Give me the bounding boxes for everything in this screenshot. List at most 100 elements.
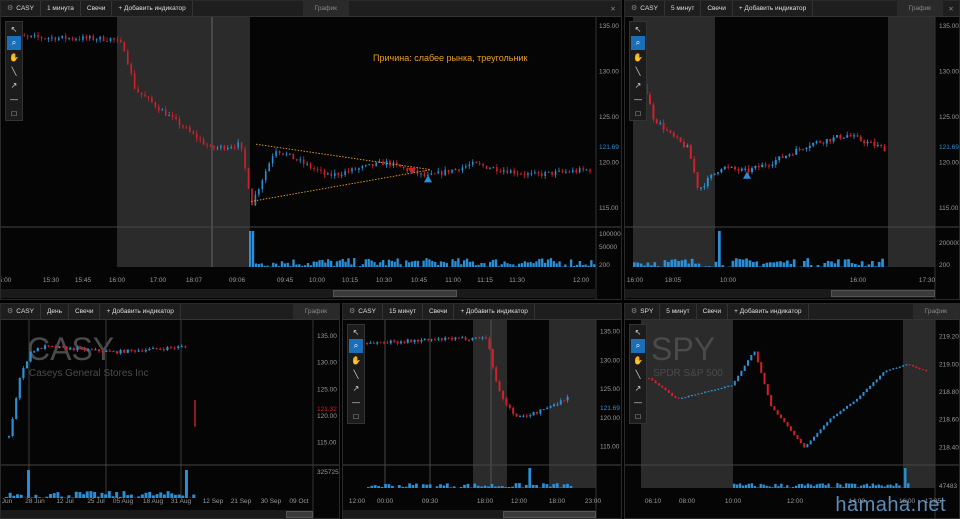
scrollbar[interactable] (625, 289, 935, 298)
candle-body (36, 348, 39, 352)
zoom-icon[interactable]: ⌕ (631, 339, 645, 353)
chart-panel-casy-day[interactable]: ⚙ CASY День Свечи + Добавить индикатор Гр… (0, 303, 340, 519)
line-icon[interactable]: ╲ (635, 369, 641, 379)
interval-selector[interactable]: 5 минут (660, 304, 697, 319)
scrollbar[interactable] (1, 289, 596, 298)
interval-selector[interactable]: 1 минута (41, 1, 81, 16)
chart-type-selector[interactable]: Свечи (701, 1, 733, 16)
chart-tab[interactable]: График (912, 304, 959, 319)
gear-icon[interactable]: ⚙ (7, 308, 14, 315)
pointer-icon[interactable]: ↖ (634, 24, 642, 34)
add-indicator-button[interactable]: + Добавить индикатор (454, 304, 535, 319)
volume-bar (384, 265, 388, 267)
x-axis-tick-label: 12:00 (787, 498, 804, 505)
chart-panel-spy-5min[interactable]: ⚙ SPY 5 минут Свечи + Добавить индикатор … (624, 303, 960, 519)
rect-icon[interactable]: □ (11, 108, 17, 118)
chart-type-selector[interactable]: Свечи (423, 304, 455, 319)
arrow-icon[interactable]: ↗ (634, 383, 642, 393)
add-indicator-button[interactable]: + Добавить индикатор (100, 304, 181, 319)
candle-body (75, 39, 77, 41)
chart-type-selector[interactable]: Свечи (697, 304, 729, 319)
pointer-icon[interactable]: ↖ (10, 24, 18, 34)
arrow-icon[interactable]: ↗ (352, 383, 360, 393)
interval-selector[interactable]: День (41, 304, 69, 319)
gear-icon[interactable]: ⚙ (349, 308, 356, 315)
chart-panel-casy-1min[interactable]: ⚙ CASY 1 минута Свечи + Добавить индикато… (0, 0, 622, 300)
line-icon[interactable]: ╲ (635, 66, 641, 76)
hand-icon[interactable]: ✋ (9, 52, 19, 62)
scrollbar-thumb[interactable] (286, 511, 313, 518)
interval-selector[interactable]: 5 минут (665, 1, 702, 16)
candle-body (87, 349, 90, 351)
scrollbar-thumb[interactable] (503, 511, 596, 518)
volume-bar (750, 483, 754, 488)
price-chart[interactable]: 135.00 130.00 125.00 121.69 120.00 115.00 12:0… (343, 304, 622, 519)
zoom-icon[interactable]: ⌕ (631, 36, 645, 50)
chart-tab[interactable]: График (302, 1, 349, 16)
symbol-selector[interactable]: ⚙ SPY (625, 304, 661, 319)
symbol-selector[interactable]: ⚙ CASY (1, 1, 41, 16)
hline-icon[interactable]: — (634, 94, 642, 104)
chart-panel-casy-5min[interactable]: ⚙ CASY 5 минут Свечи + Добавить индикатор… (624, 0, 960, 300)
chart-panel-casy-15min[interactable]: ⚙ CASY 15 минут Свечи + Добавить индикато… (342, 303, 622, 519)
hand-icon[interactable]: ✋ (351, 355, 361, 365)
zoom-icon[interactable]: ⌕ (349, 339, 363, 353)
interval-selector[interactable]: 15 минут (383, 304, 423, 319)
scrollbar-thumb[interactable] (333, 290, 457, 297)
price-chart[interactable]: 135.00 130.00 125.00 121.69 120.00 115.00 2000… (625, 1, 960, 300)
chart-type-selector[interactable]: Свечи (69, 304, 101, 319)
volume-bar (830, 487, 833, 488)
candle-body (743, 365, 746, 372)
symbol-selector[interactable]: ⚙ CASY (625, 1, 665, 16)
scrollbar[interactable] (1, 510, 313, 518)
rect-icon[interactable]: □ (635, 411, 641, 421)
candle-body (61, 346, 65, 348)
candle-body (458, 169, 460, 171)
line-icon[interactable]: ╲ (353, 369, 359, 379)
candle-body (383, 342, 385, 344)
x-axis-tick-label: 12 Sep (203, 498, 224, 505)
candle-body (802, 149, 804, 151)
rect-icon[interactable]: □ (635, 108, 641, 118)
pointer-icon[interactable]: ↖ (634, 327, 642, 337)
scrollbar[interactable] (343, 510, 596, 518)
close-icon[interactable]: ✕ (610, 5, 616, 13)
x-axis-tick-label: 10:30 (376, 277, 393, 284)
gear-icon[interactable]: ⚙ (7, 5, 14, 12)
x-axis-tick-label: 09:30 (422, 498, 439, 505)
price-chart[interactable]: Причина: слабее рынка, треугольник 135.00… (1, 1, 622, 300)
add-indicator-button[interactable]: + Добавить индикатор (728, 304, 809, 319)
volume-bar (806, 483, 810, 488)
chart-tab[interactable]: График (292, 304, 339, 319)
hline-icon[interactable]: — (634, 397, 642, 407)
pointer-icon[interactable]: ↖ (352, 327, 360, 337)
add-indicator-button[interactable]: + Добавить индикатор (733, 1, 814, 16)
add-indicator-button[interactable]: + Добавить индикатор (112, 1, 193, 16)
volume-bar (786, 260, 789, 267)
symbol-selector[interactable]: ⚙ CASY (1, 304, 41, 319)
gear-icon[interactable]: ⚙ (631, 308, 638, 315)
line-icon[interactable]: ╲ (11, 66, 17, 76)
volume-bar (816, 265, 820, 267)
scrollbar-thumb[interactable] (831, 290, 935, 297)
hline-icon[interactable]: — (10, 94, 18, 104)
hand-icon[interactable]: ✋ (633, 355, 643, 365)
zoom-icon[interactable]: ⌕ (7, 36, 21, 50)
candle-body (846, 405, 848, 409)
volume-bar (435, 486, 439, 488)
hline-icon[interactable]: — (352, 397, 360, 407)
candle-body (780, 414, 782, 419)
rect-icon[interactable]: □ (353, 411, 359, 421)
hand-icon[interactable]: ✋ (633, 52, 643, 62)
chart-tab[interactable]: График (896, 1, 943, 16)
session-shade (888, 17, 935, 267)
arrow-icon[interactable]: ↗ (634, 80, 642, 90)
arrow-icon[interactable]: ↗ (10, 80, 18, 90)
chart-type-selector[interactable]: Свечи (81, 1, 113, 16)
volume-bar (752, 262, 755, 267)
symbol-selector[interactable]: ⚙ CASY (343, 304, 383, 319)
close-icon[interactable]: ✕ (948, 5, 954, 13)
gear-icon[interactable]: ⚙ (631, 5, 638, 12)
